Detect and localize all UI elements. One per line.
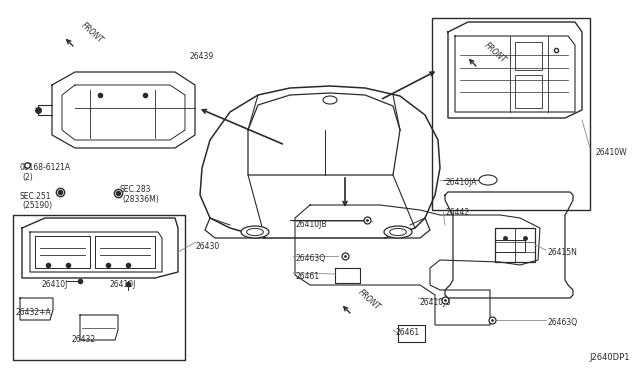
Text: 26439: 26439 [189, 52, 213, 61]
Text: 26432: 26432 [72, 335, 96, 344]
Text: 26432+A: 26432+A [15, 308, 51, 317]
Ellipse shape [390, 228, 406, 235]
Text: (2): (2) [22, 173, 33, 182]
Ellipse shape [241, 226, 269, 238]
Ellipse shape [323, 96, 337, 104]
Text: 26410JB: 26410JB [420, 298, 451, 307]
Text: FRONT: FRONT [482, 41, 508, 65]
Text: 26461: 26461 [395, 328, 419, 337]
Text: 26430: 26430 [196, 242, 220, 251]
Text: SEC.283: SEC.283 [120, 185, 152, 194]
Text: (28336M): (28336M) [122, 195, 159, 204]
Text: 26463Q: 26463Q [548, 318, 578, 327]
Bar [515, 75, 542, 108]
Text: (25190): (25190) [22, 201, 52, 210]
Text: FRONT: FRONT [356, 288, 381, 312]
Bar [432, 18, 590, 210]
Text: 26410J: 26410J [42, 280, 68, 289]
Bar [13, 215, 185, 360]
Text: 26463Q: 26463Q [295, 254, 325, 263]
Text: SEC.251: SEC.251 [20, 192, 51, 201]
Ellipse shape [384, 226, 412, 238]
Ellipse shape [246, 228, 264, 235]
Text: 26410J: 26410J [110, 280, 136, 289]
Text: 26410W: 26410W [596, 148, 628, 157]
Ellipse shape [479, 175, 497, 185]
Bar [495, 228, 535, 262]
Text: 26410JA: 26410JA [445, 178, 477, 187]
Text: J2640DP1: J2640DP1 [589, 353, 630, 362]
Text: 26410JB: 26410JB [295, 220, 326, 229]
Bar [515, 42, 542, 70]
Text: 26442: 26442 [445, 208, 469, 217]
Text: 08168-6121A: 08168-6121A [20, 163, 71, 172]
Text: 26415N: 26415N [548, 248, 578, 257]
Text: 26461: 26461 [295, 272, 319, 281]
Text: FRONT: FRONT [79, 21, 104, 45]
